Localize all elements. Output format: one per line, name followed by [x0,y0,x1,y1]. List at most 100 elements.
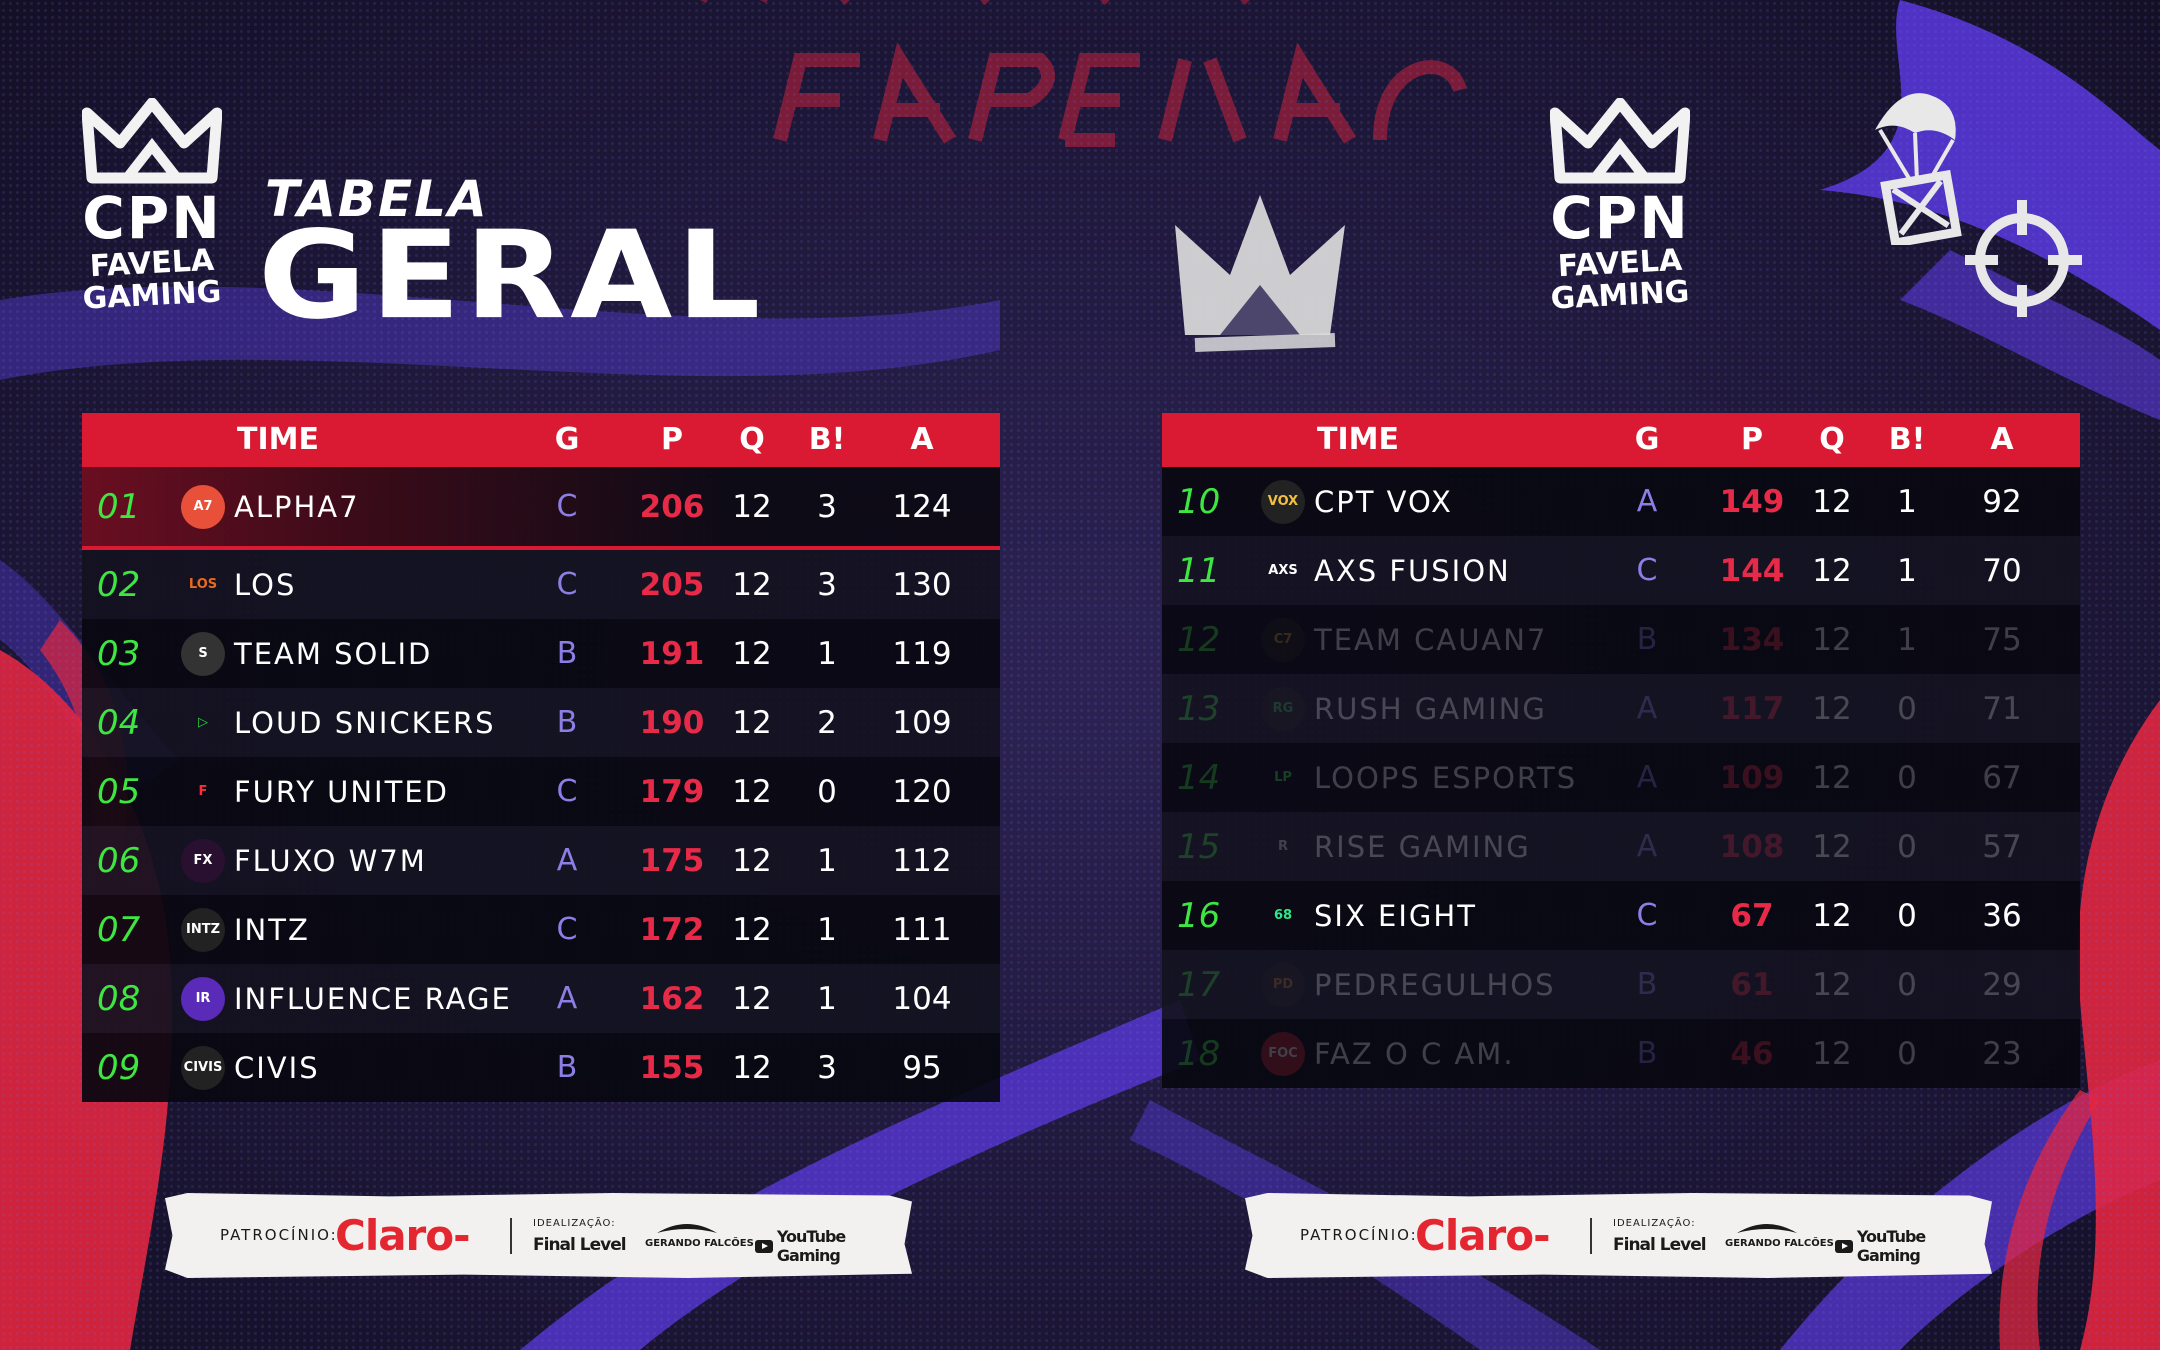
points-value: 175 [639,842,705,879]
group-value: A [1636,760,1658,795]
points-value: 67 [1730,897,1774,934]
table-row: 04 ▷ LOUD SNICKERS B 190 12 2 109 [82,688,1000,757]
column-b: B! [1888,422,1926,457]
team-logo: S [177,619,229,688]
column-g: G [554,422,580,457]
team-logo: 68 [1257,881,1309,950]
booyah-value: 0 [1897,828,1917,865]
kills-value: 120 [892,773,952,810]
column-q: Q [1819,422,1845,457]
booyah-value: 0 [817,773,837,810]
matches-value: 12 [1812,621,1852,658]
table-body: 10 VOX CPT VOX A 149 12 1 92 11 AXS AXS FUSION C 144… [1162,467,2080,1088]
matches-value: 12 [1812,552,1852,589]
row-position: 03 [97,633,141,674]
group-value: A [1636,691,1658,726]
booyah-value: 1 [817,911,837,948]
kills-value: 57 [1982,828,2022,865]
matches-value: 12 [1812,828,1852,865]
crown-icon [1550,98,1690,184]
column-p: P [1741,422,1763,457]
table-body: 01 A7 ALPHA7 C 206 12 3 124 02 LOS LOS C 205 12 3 130 03… [82,467,1000,1102]
table-row: 06 FX FLUXO W7M A 175 12 1 112 [82,826,1000,895]
kills-value: 95 [902,1049,942,1086]
kills-value: 70 [1982,552,2022,589]
row-position: 18 [1177,1033,1221,1074]
team-logo: LP [1257,743,1309,812]
cpn-text: CPN [1550,184,1690,252]
youtube-gaming-logo: YouTube Gaming [755,1227,912,1265]
youtube-gaming-text: YouTube Gaming [776,1227,846,1265]
column-time: TIME [1317,422,1399,457]
team-solid-logo: S [181,631,225,676]
standings-table-left: TIME G P Q B! A 01 A7 ALPHA7 C 206 12 3 124 02 LO… [82,413,1000,1102]
booyah-value: 1 [817,635,837,672]
kills-value: 130 [892,566,952,603]
column-a: A [910,422,934,457]
team-logo: R [1257,812,1309,881]
team-logo: LOS [177,550,229,619]
group-value: B [1636,1036,1658,1071]
matches-value: 12 [732,704,772,741]
row-position: 17 [1177,964,1221,1005]
booyah-value: 1 [1897,621,1917,658]
points-value: 162 [639,980,705,1017]
points-value: 108 [1719,828,1785,865]
gerando-falcoes-logo: GERANDO FALCÕES [1725,1238,1834,1249]
matches-value: 12 [1812,1035,1852,1072]
table-row: 09 CIVIS CIVIS B 155 12 3 95 [82,1033,1000,1102]
team-name: FLUXO W7M [234,843,427,878]
matches-value: 12 [732,635,772,672]
team-logo: A7 [177,467,229,546]
group-value: A [556,981,578,1016]
cpn-logo-right: CPN FAVELA GAMING [1530,98,1710,317]
axs-logo: AXS [1268,563,1298,578]
row-position: 15 [1177,826,1221,867]
kills-value: 104 [892,980,952,1017]
points-value: 46 [1730,1035,1774,1072]
team-logo: PD [1257,950,1309,1019]
kills-value: 75 [1982,621,2022,658]
team-name: RUSH GAMING [1314,691,1547,726]
gaming-text: GAMING [1549,274,1691,317]
team-name: RISE GAMING [1314,829,1531,864]
points-value: 117 [1719,690,1785,727]
matches-value: 12 [1812,483,1852,520]
team-logo: RG [1257,674,1309,743]
row-position: 07 [97,909,141,950]
kills-value: 124 [892,488,952,525]
booyah-value: 3 [817,566,837,603]
cpn-text: CPN [82,184,222,252]
crown-icon [82,98,222,184]
group-value: B [556,705,578,740]
title-big: GERAL [258,204,765,347]
column-a: A [1990,422,2014,457]
intz-logo: INTZ [181,907,225,952]
matches-value: 12 [732,911,772,948]
gerando-falcoes-logo: GERANDO FALCÕES [645,1238,754,1249]
points-value: 205 [639,566,705,603]
booyah-value: 0 [1897,690,1917,727]
team-logo: C7 [1257,605,1309,674]
fluxo-logo: FX [181,838,225,883]
group-value: C [556,774,578,809]
group-value: A [1636,829,1658,864]
group-value: B [1636,622,1658,657]
group-value: C [556,489,578,524]
table-row: 17 PD PEDREGULHOS B 61 12 0 29 [1162,950,2080,1019]
idealizacao-label: IDEALIZAÇÃO: [1613,1218,1696,1229]
kills-value: 29 [1982,966,2022,1003]
matches-value: 12 [732,980,772,1017]
team-logo: FX [177,826,229,895]
booyah-value: 1 [1897,483,1917,520]
booyah-value: 1 [817,980,837,1017]
pedregulhos-logo: PD [1261,962,1305,1007]
team-name: LOUD SNICKERS [234,705,496,740]
los-logo: LOS [188,577,218,592]
team-name: INTZ [234,912,310,947]
points-value: 144 [1719,552,1785,589]
row-position: 04 [97,702,141,743]
team-name: TEAM CAUAN7 [1314,622,1548,657]
alpha7-logo: A7 [181,484,225,529]
final-level-logo: Final Level [533,1235,627,1255]
